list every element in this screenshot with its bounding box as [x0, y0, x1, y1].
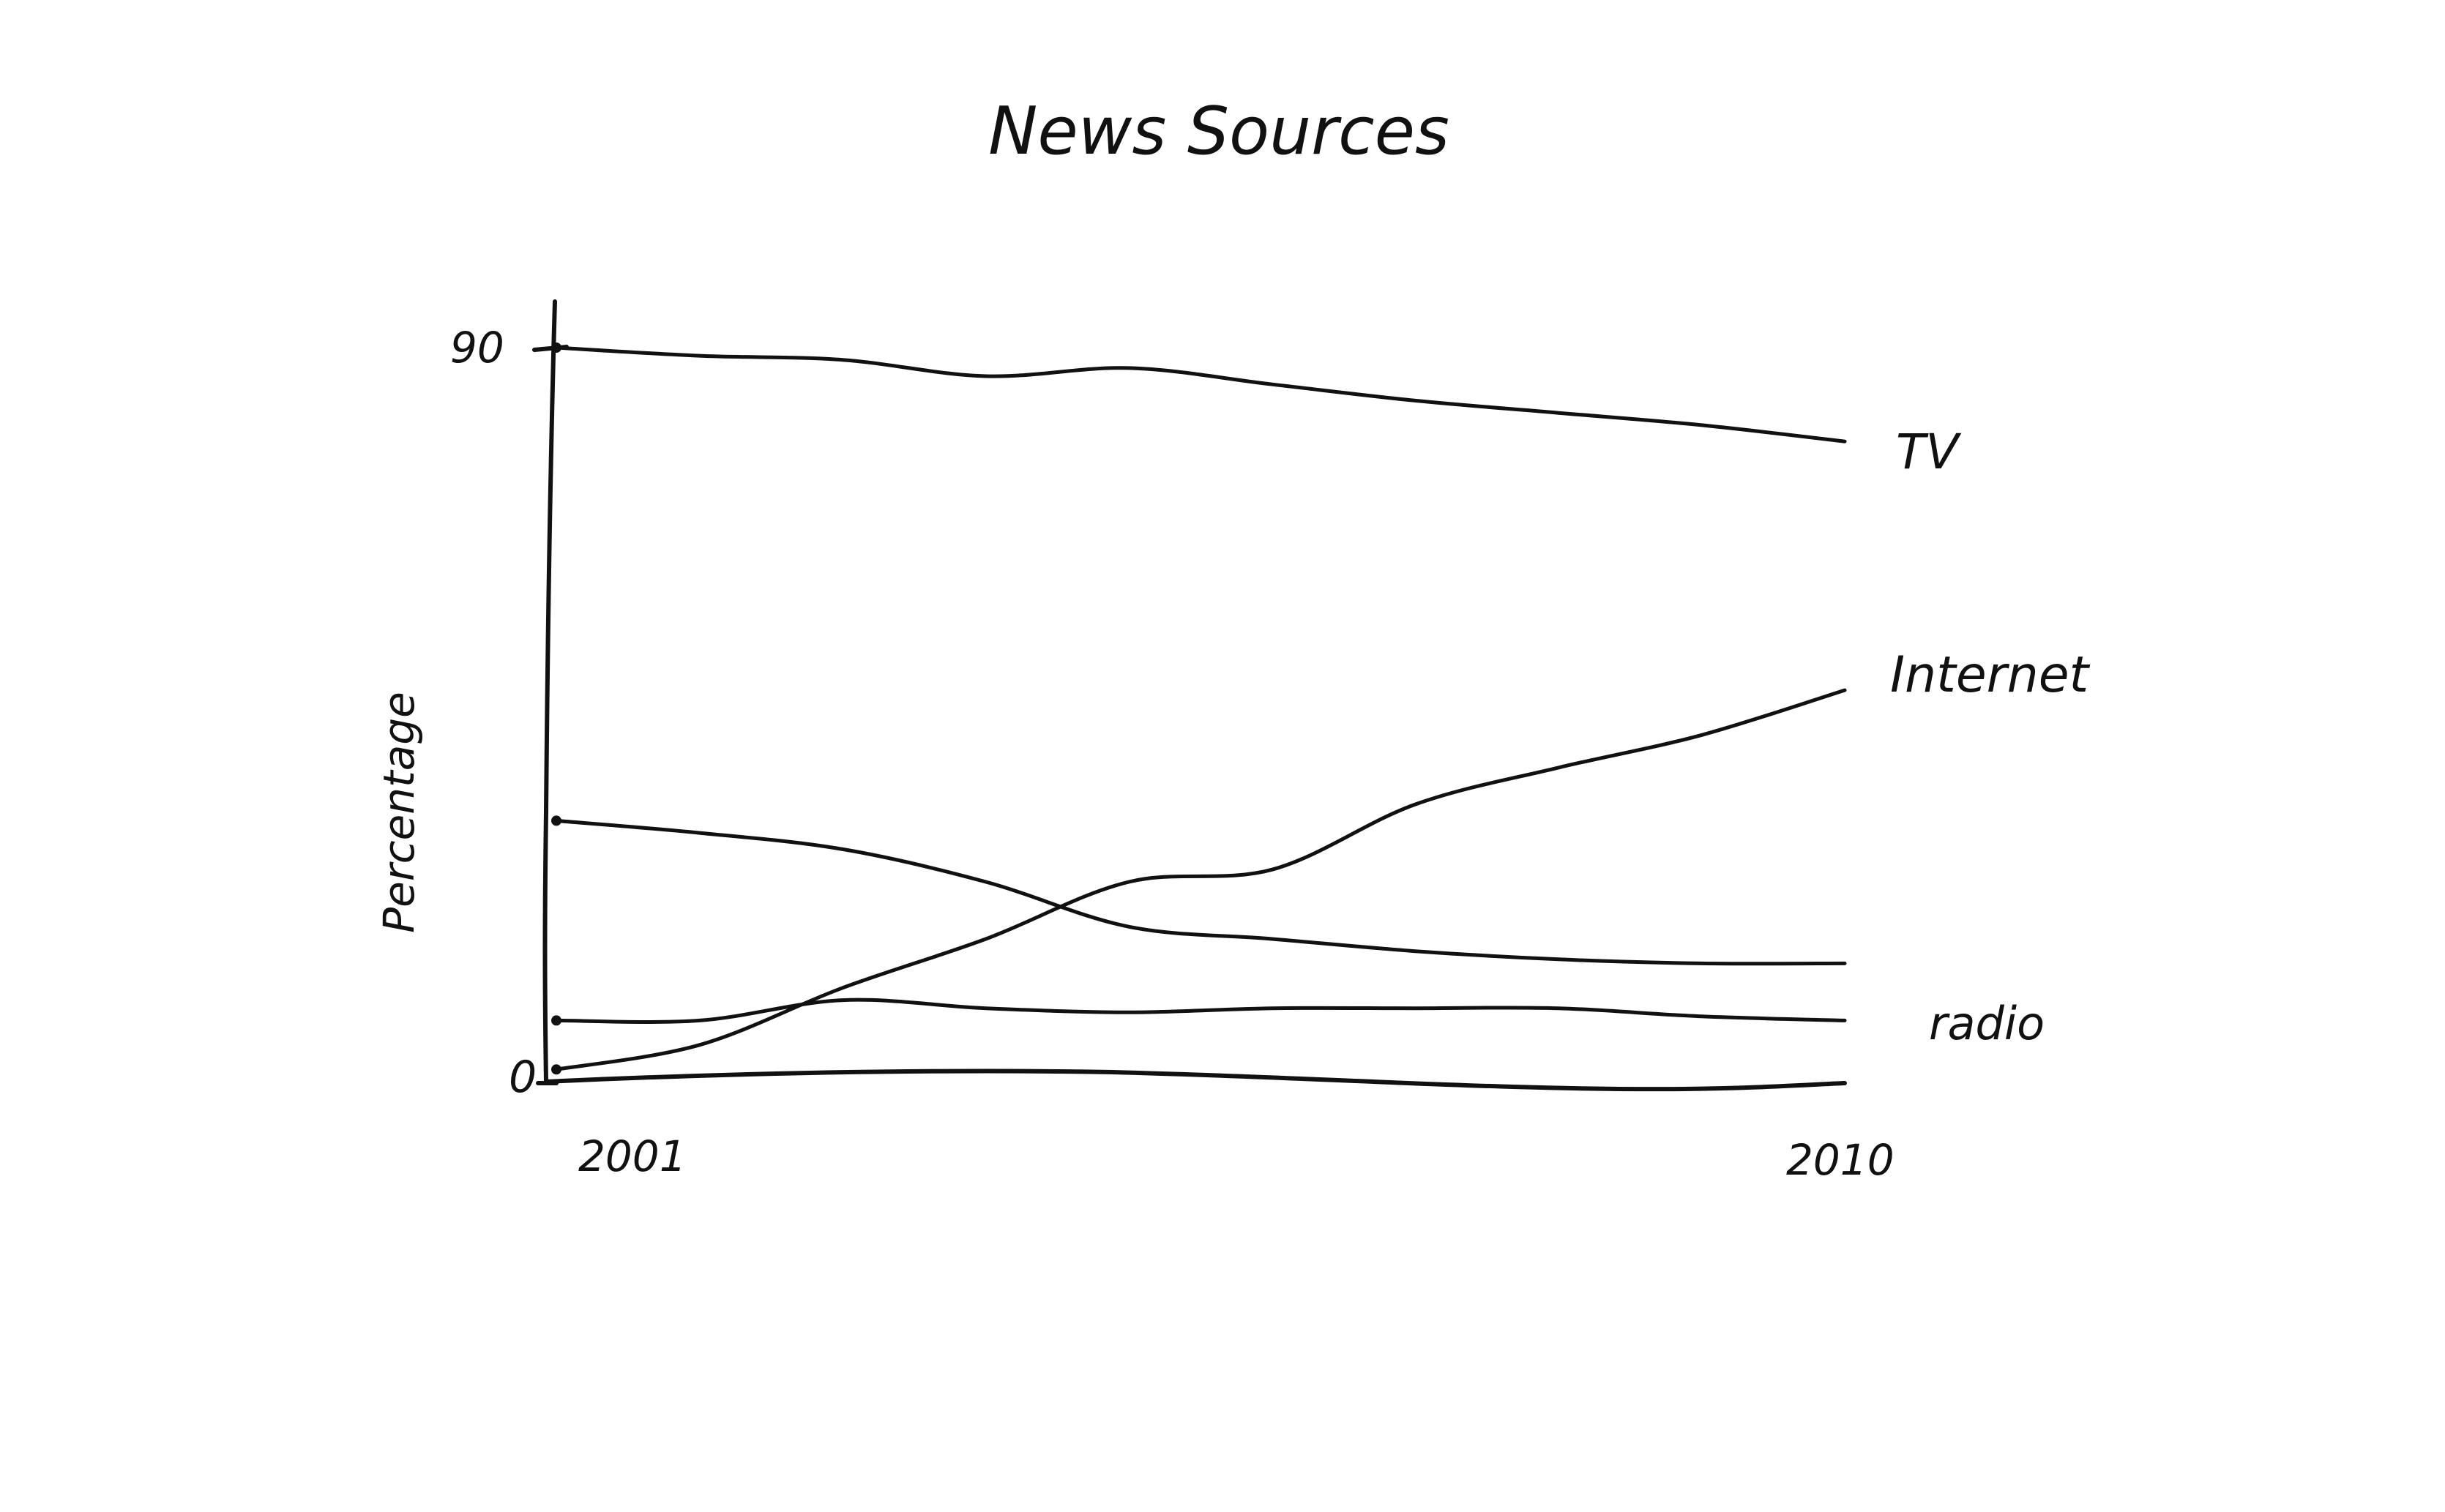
x-tick-label-2010: 2010 — [1786, 1135, 1895, 1185]
series-point-tv-2003 — [842, 359, 843, 361]
series-point-series-4-2005 — [1128, 1011, 1130, 1014]
series-point-internet-2008 — [1558, 767, 1559, 768]
series-point-radio-2001 — [551, 815, 561, 826]
series-point-internet-2005 — [1128, 881, 1130, 883]
series-point-series-4-2009 — [1701, 1016, 1703, 1017]
y-axis — [542, 299, 557, 1084]
series-label-radio: radio — [1929, 997, 2045, 1050]
series-point-series-4-2002 — [698, 1019, 701, 1022]
axis-labels-layer: 0 90 2001 2010 — [450, 323, 1895, 1185]
series-point-radio-2007 — [1414, 950, 1416, 952]
series-label-internet: Internet — [1890, 646, 2091, 704]
x-axis — [544, 1068, 1847, 1092]
series-point-radio-2010 — [1844, 962, 1845, 965]
series-point-internet-2004 — [985, 938, 987, 940]
series-point-tv-2010 — [1844, 441, 1845, 442]
chart-title: News Sources — [988, 93, 1449, 170]
series-point-radio-2005 — [1128, 926, 1130, 928]
y-axis-label: Percentage — [374, 692, 424, 933]
series-point-tv-2008 — [1558, 412, 1559, 413]
series-point-tv-2009 — [1701, 424, 1703, 426]
series-point-radio-2008 — [1558, 959, 1559, 960]
series-point-internet-2003 — [842, 987, 843, 989]
series-line-radio — [554, 818, 1847, 966]
series-point-series-4-2008 — [1558, 1007, 1559, 1009]
series-labels-layer: TV Internet radio — [1890, 424, 2091, 1050]
series-line-tv — [554, 345, 1847, 444]
series-point-tv-2001 — [551, 343, 561, 353]
y-tick-label-90: 90 — [450, 323, 504, 373]
series-line-internet — [554, 688, 1847, 1071]
series-point-series-4-2003 — [842, 999, 843, 1001]
x-tick-label-2001: 2001 — [578, 1131, 687, 1181]
series-point-series-4-2007 — [1414, 1007, 1416, 1009]
series-point-tv-2007 — [1414, 400, 1416, 402]
series-point-tv-2005 — [1128, 367, 1130, 369]
series-point-tv-2004 — [985, 375, 987, 377]
series-point-internet-2001 — [551, 1064, 561, 1075]
series-point-series-4-2001 — [551, 1015, 561, 1026]
y-tick-label-0: 0 — [509, 1052, 537, 1103]
series-point-radio-2006 — [1272, 938, 1273, 940]
series-point-internet-2009 — [1701, 734, 1703, 736]
series-point-series-4-2010 — [1844, 1019, 1845, 1022]
series-point-series-4-2004 — [985, 1007, 987, 1009]
series-point-internet-2002 — [698, 1044, 701, 1046]
series-point-radio-2003 — [842, 848, 843, 850]
series-line-series-4 — [554, 998, 1847, 1024]
series-point-internet-2007 — [1414, 804, 1416, 805]
series-point-radio-2009 — [1701, 962, 1703, 965]
series-point-series-4-2006 — [1272, 1007, 1273, 1009]
series-point-tv-2006 — [1272, 383, 1273, 385]
series-layer — [551, 343, 1847, 1075]
series-point-radio-2002 — [698, 832, 701, 834]
series-label-tv: TV — [1896, 424, 1961, 480]
series-point-internet-2006 — [1272, 869, 1273, 870]
series-point-tv-2002 — [698, 355, 701, 356]
series-point-internet-2010 — [1844, 689, 1845, 691]
series-point-radio-2004 — [985, 881, 987, 883]
